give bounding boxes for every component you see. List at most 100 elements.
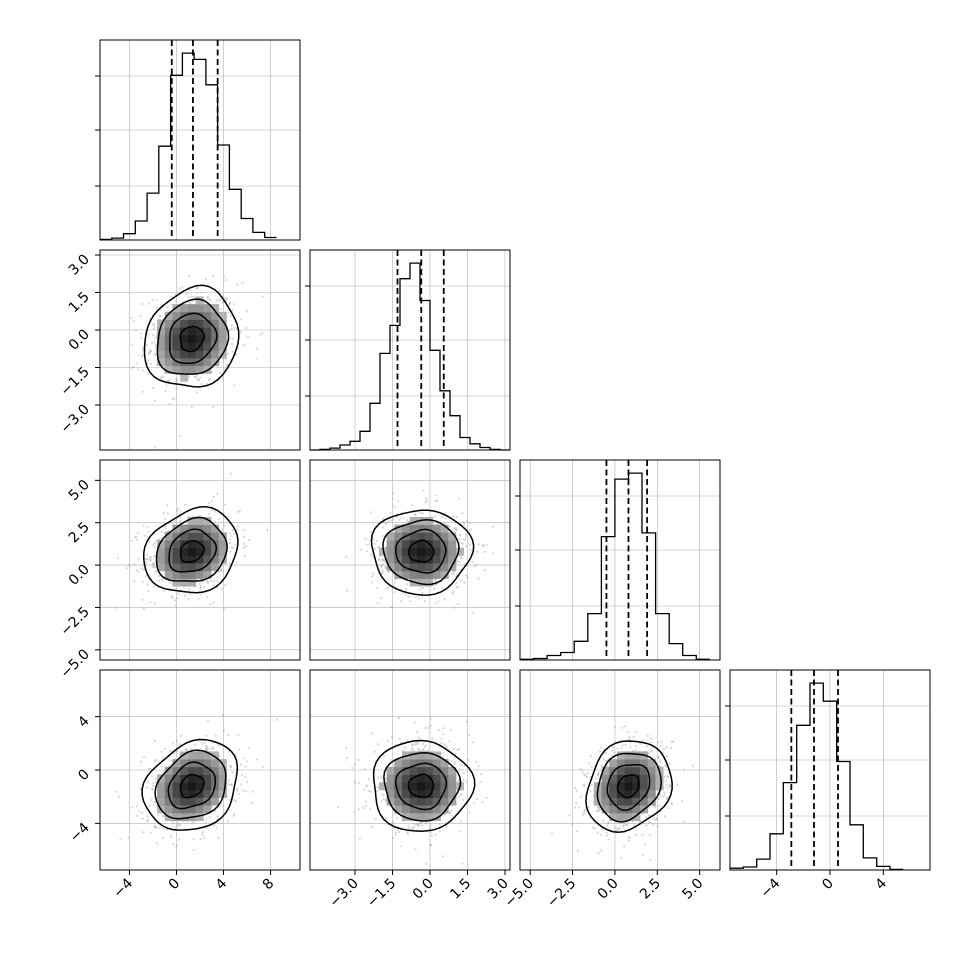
scatter-point <box>207 512 210 515</box>
scatter-point <box>217 836 220 839</box>
contour-level-2 <box>596 752 662 823</box>
density-bin <box>180 524 189 533</box>
x-tick-label-3-1: 0 <box>819 876 837 894</box>
scatter-point <box>404 593 407 596</box>
scatter-point <box>599 833 602 837</box>
scatter-point <box>200 291 203 294</box>
density-bin <box>402 547 411 556</box>
density-bin <box>632 751 641 760</box>
density-bin <box>187 532 196 541</box>
scatter-point <box>222 358 225 361</box>
scatter-point <box>275 718 279 721</box>
scatter-point <box>160 765 163 768</box>
scatter-point <box>205 747 208 750</box>
scatter-point <box>178 434 181 438</box>
scatter-point <box>237 733 240 736</box>
scatter-point <box>410 746 413 749</box>
scatter-point <box>142 607 145 611</box>
scatter-point <box>178 743 181 746</box>
density-bin <box>448 547 457 556</box>
scatter-point <box>153 800 156 804</box>
scatter-point <box>131 344 134 347</box>
scatter-point <box>425 499 428 502</box>
density-bin <box>601 782 610 791</box>
scatter-point <box>462 538 465 541</box>
density-bin <box>432 547 441 556</box>
scatter-point <box>411 826 414 829</box>
density-bin <box>448 774 457 783</box>
scatter-point <box>150 775 153 778</box>
scatter-point <box>357 758 360 762</box>
density-bin <box>432 555 441 564</box>
density-bin <box>440 555 449 564</box>
scatter-point <box>220 803 223 806</box>
density-bin <box>172 570 181 579</box>
density-bin <box>409 766 418 775</box>
density-bin <box>180 578 189 587</box>
scatter-point <box>193 821 196 824</box>
scatter-point <box>202 580 205 583</box>
density-bin <box>211 319 220 328</box>
scatter-point <box>390 758 393 762</box>
density-bin <box>195 350 204 359</box>
scatter-point <box>187 598 190 601</box>
scatter-point <box>413 825 416 828</box>
y-tick-label-1-3: 1.5 <box>66 289 93 316</box>
density-bin <box>440 774 449 783</box>
scatter-point <box>581 771 584 774</box>
scatter-point <box>666 797 669 800</box>
scatter-point <box>631 820 634 823</box>
density-bin <box>180 797 189 806</box>
scatter-point <box>158 826 161 829</box>
contour-level-0 <box>179 325 206 353</box>
density-bin <box>616 782 625 791</box>
scatter-point <box>379 777 382 780</box>
density-bin <box>172 759 181 768</box>
scatter-point <box>389 511 392 514</box>
scatter-point <box>628 738 631 741</box>
density-bin <box>218 319 227 328</box>
scatter-point <box>160 750 163 753</box>
density-bin <box>203 311 212 320</box>
density-bin <box>172 812 181 821</box>
scatter-point <box>175 844 179 847</box>
density-bin <box>157 334 166 343</box>
density-bin <box>432 782 441 791</box>
density-bin <box>203 555 212 564</box>
density-bin <box>164 358 173 367</box>
scatter-point <box>153 341 156 344</box>
scatter-point <box>628 836 631 839</box>
scatter-point <box>164 389 167 393</box>
scatter-point <box>176 750 179 754</box>
scatter-point <box>598 806 601 809</box>
scatter-point <box>189 593 192 596</box>
density-bin <box>655 774 664 783</box>
scatter-point <box>141 390 144 393</box>
scatter-point <box>177 821 180 824</box>
scatter-point <box>411 743 414 747</box>
scatter-point <box>453 763 456 766</box>
density-bin <box>386 555 395 564</box>
scatter-point <box>376 602 379 605</box>
scatter-point <box>217 744 220 747</box>
scatter-point <box>153 561 156 565</box>
scatter-point <box>236 528 239 531</box>
scatter-point <box>175 846 178 849</box>
density-bin <box>195 555 204 564</box>
scatter-point <box>458 560 461 564</box>
density-bin <box>417 782 426 791</box>
density-bin <box>417 547 426 556</box>
scatter-point <box>229 541 232 545</box>
scatter-point <box>176 597 179 600</box>
scatter-point <box>667 775 670 779</box>
scatter-point <box>205 278 208 281</box>
density-bin <box>409 812 418 821</box>
scatter-point <box>233 532 236 536</box>
scatter-point <box>411 827 414 830</box>
scatter-point <box>232 813 235 816</box>
scatter-point <box>656 825 660 828</box>
scatter-point <box>464 574 467 577</box>
scatter-point <box>364 804 368 807</box>
density-bin <box>187 774 196 783</box>
scatter-point <box>208 747 211 750</box>
